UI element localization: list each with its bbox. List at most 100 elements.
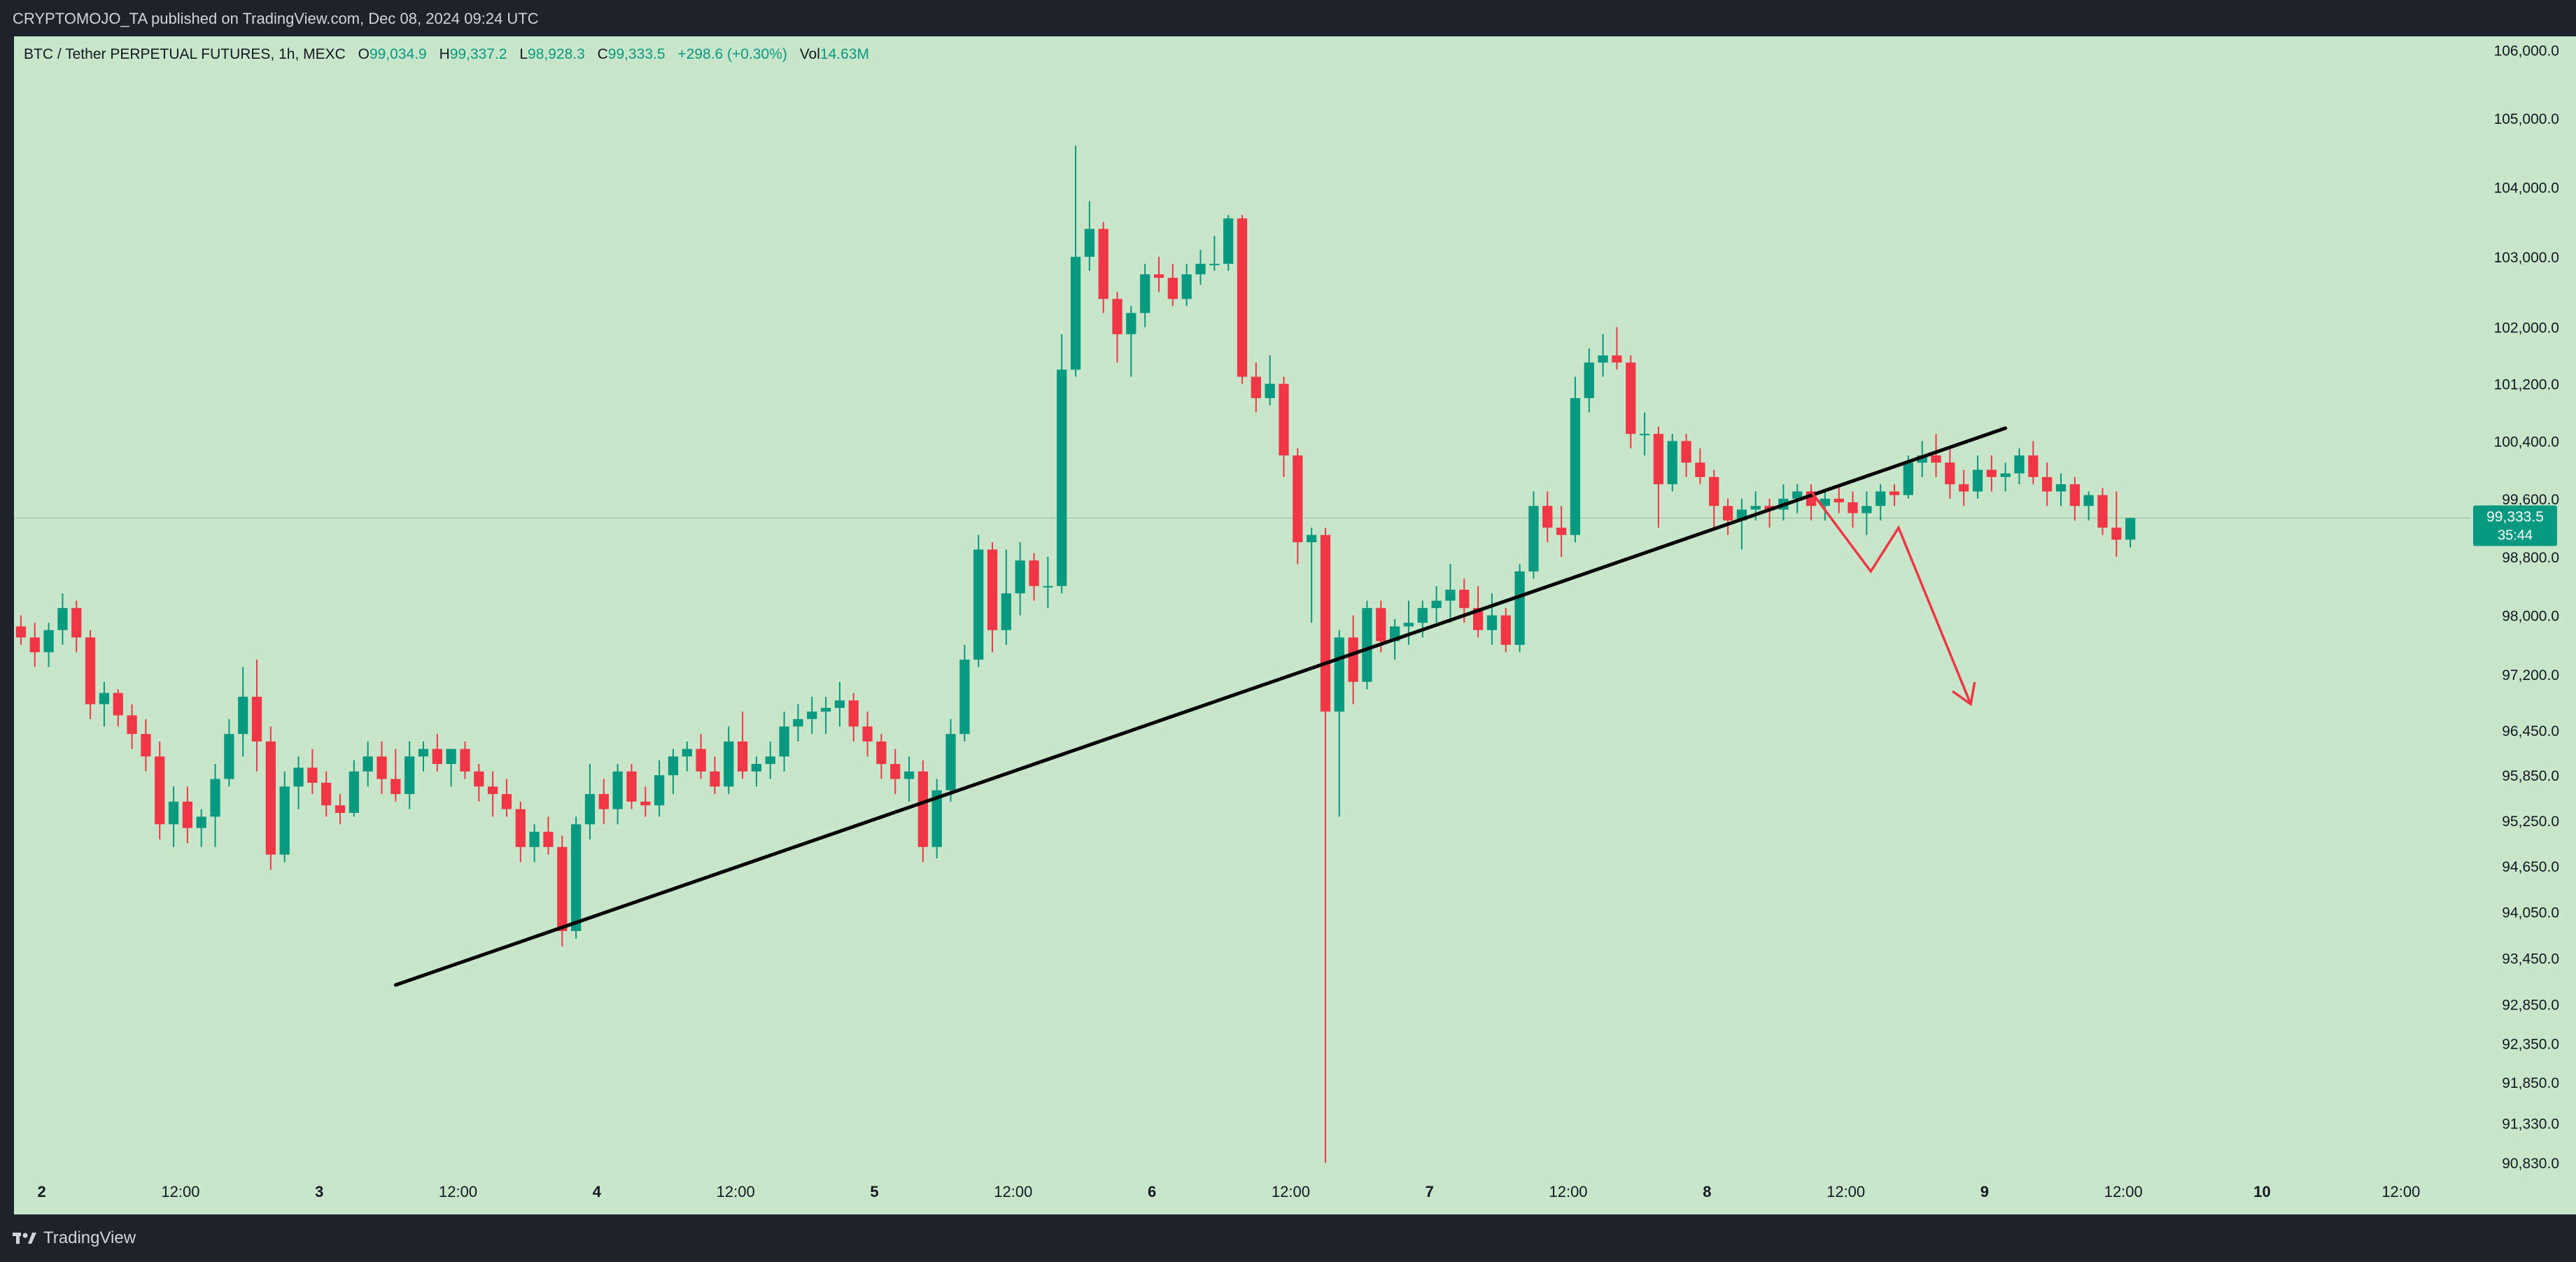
candle-body[interactable] xyxy=(1639,434,1650,436)
candle-body[interactable] xyxy=(1348,637,1358,682)
candle-body[interactable] xyxy=(2083,495,2094,506)
candle-body[interactable] xyxy=(1514,571,1525,645)
candle-body[interactable] xyxy=(265,741,276,855)
candle-body[interactable] xyxy=(820,707,831,712)
candle-body[interactable] xyxy=(751,764,762,772)
candle-body[interactable] xyxy=(1237,218,1248,377)
candle-body[interactable] xyxy=(1584,362,1594,399)
candle-body[interactable] xyxy=(1126,313,1136,334)
candle-body[interactable] xyxy=(834,700,845,708)
candle-body[interactable] xyxy=(1279,383,1289,456)
candle-body[interactable] xyxy=(917,771,929,847)
candle-body[interactable] xyxy=(1320,534,1331,712)
candle-body[interactable] xyxy=(1695,462,1705,477)
candle-body[interactable] xyxy=(779,726,789,757)
candle-body[interactable] xyxy=(862,726,873,742)
candle-body[interactable] xyxy=(1195,264,1206,275)
candle-body[interactable] xyxy=(640,801,651,806)
candle-body[interactable] xyxy=(959,659,970,735)
candle-body[interactable] xyxy=(71,608,82,638)
candle-body[interactable] xyxy=(1792,491,1803,499)
candle-body[interactable] xyxy=(612,771,623,809)
candle-body[interactable] xyxy=(1209,264,1220,266)
candle-body[interactable] xyxy=(668,756,679,776)
candle-body[interactable] xyxy=(1472,608,1484,630)
candle-body[interactable] xyxy=(1945,462,1955,485)
candle-body[interactable] xyxy=(876,741,887,765)
candle-body[interactable] xyxy=(29,637,40,653)
candle-body[interactable] xyxy=(890,764,901,779)
candle-body[interactable] xyxy=(1570,398,1581,535)
candle-body[interactable] xyxy=(1959,484,1969,492)
candle-body[interactable] xyxy=(363,756,373,772)
candle-body[interactable] xyxy=(1764,506,1775,510)
candle-body[interactable] xyxy=(1847,502,1858,513)
candle-body[interactable] xyxy=(1889,491,1900,495)
candle-body[interactable] xyxy=(390,779,401,795)
candle-body[interactable] xyxy=(210,779,220,817)
candle-body[interactable] xyxy=(765,756,775,765)
candle-body[interactable] xyxy=(598,794,609,809)
candle-body[interactable] xyxy=(1223,218,1234,264)
candle-body[interactable] xyxy=(432,749,442,765)
support-trendline[interactable] xyxy=(393,426,2008,987)
candle-body[interactable] xyxy=(973,549,984,660)
candle-body[interactable] xyxy=(15,626,27,638)
candle-body[interactable] xyxy=(1626,362,1636,434)
candle-body[interactable] xyxy=(1181,274,1192,299)
candle-body[interactable] xyxy=(1251,376,1261,399)
candle-body[interactable] xyxy=(710,771,720,787)
candle-body[interactable] xyxy=(1376,608,1386,641)
candle-body[interactable] xyxy=(1362,608,1372,682)
candle-body[interactable] xyxy=(488,786,498,795)
candle-body[interactable] xyxy=(474,771,484,787)
candle-body[interactable] xyxy=(1167,278,1178,299)
candle-body[interactable] xyxy=(168,801,179,825)
candle-body[interactable] xyxy=(570,824,582,931)
candle-body[interactable] xyxy=(807,711,817,719)
symbol-title[interactable]: BTC / Tether PERPETUAL FUTURES, 1h, MEXC xyxy=(24,46,346,62)
candle-body[interactable] xyxy=(2000,473,2011,477)
candle-body[interactable] xyxy=(1820,498,1831,506)
candle-body[interactable] xyxy=(696,749,706,772)
candle-body[interactable] xyxy=(376,756,387,779)
candle-body[interactable] xyxy=(2055,484,2067,492)
candle-body[interactable] xyxy=(1542,506,1553,528)
candle-body[interactable] xyxy=(1709,476,1719,506)
candle-body[interactable] xyxy=(737,741,748,772)
candle-body[interactable] xyxy=(1972,469,1983,492)
candle-body[interactable] xyxy=(404,756,415,795)
candle-body[interactable] xyxy=(349,771,359,814)
candle-body[interactable] xyxy=(1875,491,1886,506)
candle-body[interactable] xyxy=(848,700,859,727)
candle-body[interactable] xyxy=(196,816,206,828)
candle-body[interactable] xyxy=(321,782,332,806)
candle-body[interactable] xyxy=(238,696,248,735)
candle-body[interactable] xyxy=(1653,434,1664,485)
candle-body[interactable] xyxy=(1043,586,1053,588)
candle-body[interactable] xyxy=(584,794,596,825)
candle-body[interactable] xyxy=(1834,498,1844,503)
candle-body[interactable] xyxy=(127,715,137,735)
candle-body[interactable] xyxy=(1417,608,1428,623)
candle-body[interactable] xyxy=(1029,560,1039,586)
candle-body[interactable] xyxy=(931,790,942,847)
candle-body[interactable] xyxy=(1722,506,1733,520)
candle-body[interactable] xyxy=(2125,518,2136,540)
candle-body[interactable] xyxy=(529,832,540,847)
candle-body[interactable] xyxy=(335,805,346,814)
candle-body[interactable] xyxy=(1459,589,1470,609)
candle-body[interactable] xyxy=(1931,455,1941,463)
candle-body[interactable] xyxy=(1112,299,1122,334)
time-axis[interactable] xyxy=(14,1173,2576,1214)
candle-body[interactable] xyxy=(2014,455,2025,474)
candle-body[interactable] xyxy=(1612,355,1622,363)
candle-body[interactable] xyxy=(1098,229,1108,299)
candle-body[interactable] xyxy=(501,794,512,809)
candle-body[interactable] xyxy=(1140,274,1150,313)
candle-body[interactable] xyxy=(2069,484,2080,506)
candle-body[interactable] xyxy=(99,693,110,704)
candle-body[interactable] xyxy=(1861,506,1872,513)
price-axis[interactable] xyxy=(2470,36,2576,1214)
candle-body[interactable] xyxy=(515,809,526,847)
